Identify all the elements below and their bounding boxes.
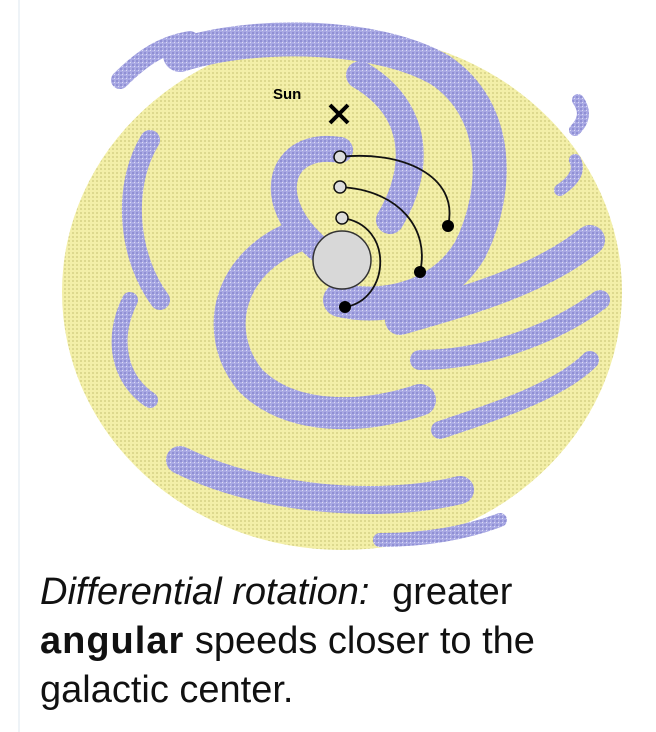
caption-italic: Differential rotation: — [40, 571, 370, 613]
caption: Differential rotation: greater angular s… — [40, 568, 640, 715]
caption-bold: angular — [40, 620, 184, 662]
caption-text: greater — [392, 571, 512, 613]
page: {"labels": {"sun": "Sun"}, "caption": {"… — [0, 0, 656, 732]
sun-label: Sun — [273, 86, 301, 103]
galaxy-diagram: Sun — [0, 0, 656, 560]
frame: Sun Differential rotation: greater angul… — [0, 0, 656, 732]
galactic-center — [313, 231, 371, 289]
